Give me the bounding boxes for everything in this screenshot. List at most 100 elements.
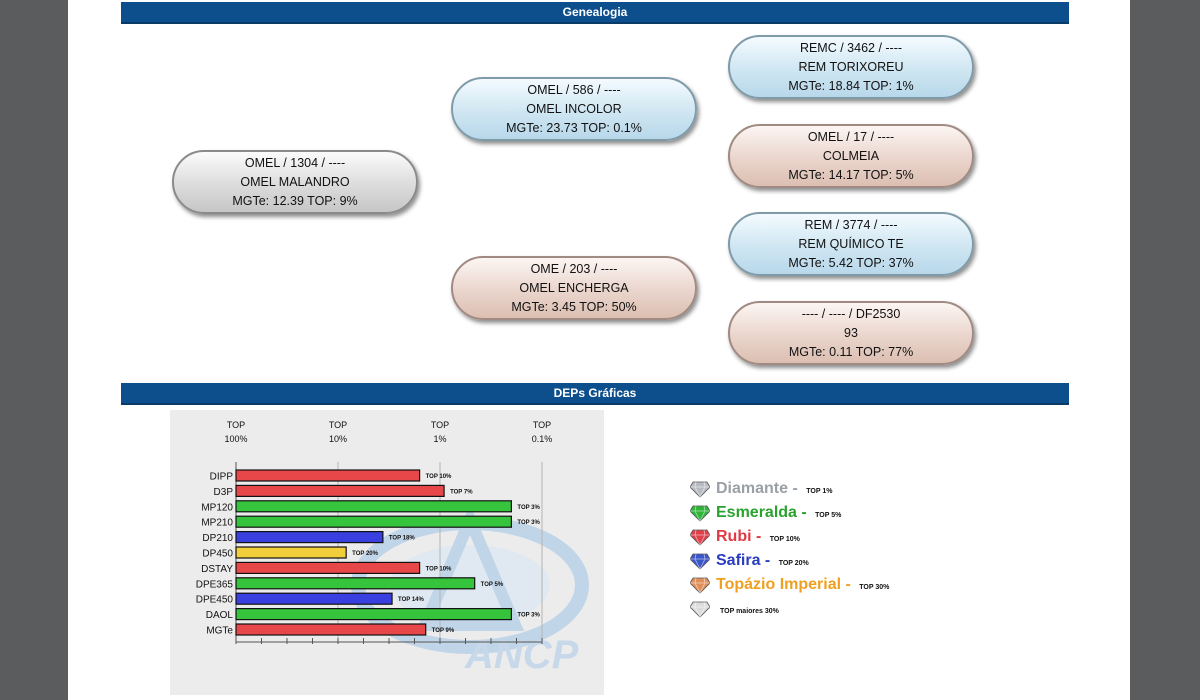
bar-category-label: D3P (214, 487, 234, 498)
pedigree-sire: OMEL / 1304 / ---- OMEL MALANDRO MGTe: 1… (172, 150, 418, 214)
bar-category-label: DP210 (202, 533, 233, 544)
bar-category-label: DSTAY (201, 564, 233, 575)
pedigree-score: MGTe: 3.45 TOP: 50% (511, 299, 637, 314)
bar-category-label: DPE365 (196, 579, 234, 590)
legend-item: Diamante - TOP 1% (690, 474, 889, 498)
pedigree-sd-sire: REM / 3774 / ---- REM QUÍMICO TE MGTe: 5… (728, 212, 974, 276)
section-header-genealogia: Genealogia (121, 2, 1069, 24)
pedigree-name: 93 (844, 325, 858, 340)
bar (235, 469, 421, 482)
legend-item: Esmeralda - TOP 5% (690, 498, 889, 522)
bar-data-label: TOP 10% (426, 566, 452, 572)
pedigree-sire-sire: OMEL / 586 / ---- OMEL INCOLOR MGTe: 23.… (451, 77, 697, 141)
pedigree-name: REM QUÍMICO TE (798, 236, 904, 251)
x-tick-label-top: TOP (227, 420, 245, 430)
legend-name: Diamante (716, 480, 789, 497)
pedigree-score: MGTe: 5.42 TOP: 37% (788, 255, 914, 270)
pedigree-sd-dam: ---- / ---- / DF2530 93 MGTe: 0.11 TOP: … (728, 301, 974, 365)
bar-category-label: MP120 (201, 502, 233, 513)
bar-category-label: DIPP (210, 472, 234, 483)
pedigree-registration: OME / 203 / ---- (530, 261, 618, 276)
bar-data-label: TOP 18% (389, 536, 415, 542)
bar-data-label: TOP 7% (450, 489, 473, 495)
dep-chart: ANCP TOP 100% TOP 10% TOP 1% TOP 0.1% DIPP TOP 1… (196, 420, 589, 677)
legend-item: Topázio Imperial - TOP 30% (690, 570, 889, 594)
x-tick-label-top: TOP (533, 420, 551, 430)
bar-category-label: MP210 (201, 518, 233, 529)
pedigree-name: COLMEIA (822, 148, 880, 163)
bar (235, 515, 512, 528)
bar-data-label: TOP 10% (426, 474, 452, 480)
gem-icon (690, 505, 710, 522)
section-header-deps: DEPs Gráficas (121, 383, 1069, 405)
pedigree-registration: OMEL / 17 / ---- (807, 129, 895, 144)
pedigree-score: MGTe: 14.17 TOP: 5% (788, 167, 914, 182)
pedigree-registration: REM / 3774 / ---- (804, 217, 898, 232)
legend-dash: - (841, 576, 856, 593)
legend-name: Rubi (716, 528, 752, 545)
x-tick-label-bottom: 0.1% (532, 434, 553, 444)
legend-top-label: TOP 10% (769, 536, 800, 543)
dep-chart-panel: ANCP TOP 100% TOP 10% TOP 1% TOP 0.1% DIPP TOP 1… (170, 410, 604, 695)
gem-icon (690, 553, 710, 570)
bar-data-label: TOP 3% (517, 505, 540, 511)
pedigree-ss-sire: REMC / 3462 / ---- REM TORIXOREU MGTe: 1… (728, 35, 974, 99)
bar (235, 608, 512, 621)
bar (235, 577, 476, 590)
pedigree-score: MGTe: 0.11 TOP: 77% (788, 344, 914, 359)
x-tick-label-bottom: 1% (433, 434, 446, 444)
pedigree-name: OMEL INCOLOR (526, 101, 622, 116)
bar (235, 484, 445, 498)
legend-item: TOP maiores 30% (690, 594, 889, 618)
bar-data-label: TOP 14% (398, 597, 424, 603)
bar (235, 623, 427, 636)
legend-item: Safira - TOP 20% (690, 546, 889, 570)
gem-icon (690, 481, 710, 498)
bar (235, 592, 393, 605)
legend-dash: - (760, 552, 775, 569)
right-margin (1130, 0, 1200, 700)
pedigree-ss-dam: OMEL / 17 / ---- COLMEIA MGTe: 14.17 TOP… (728, 124, 974, 188)
pedigree-registration: ---- / ---- / DF2530 (801, 306, 901, 321)
pedigree-registration: REMC / 3462 / ---- (799, 40, 903, 55)
bar (235, 530, 384, 544)
gem-icon (690, 601, 710, 618)
bar-data-label: TOP 5% (481, 582, 504, 588)
x-tick-label-top: TOP (329, 420, 347, 430)
legend-top-label: TOP 5% (815, 512, 842, 519)
legend-dash: - (796, 504, 812, 521)
x-tick-label-bottom: 100% (224, 434, 247, 444)
gem-icon (690, 529, 710, 546)
bar-category-label: MGTe (206, 626, 233, 637)
pedigree-sire-dam: OME / 203 / ---- OMEL ENCHERGA MGTe: 3.4… (451, 256, 697, 320)
bar-category-label: DPE450 (196, 595, 234, 606)
bar-data-label: TOP 3% (517, 613, 540, 619)
pedigree-name: REM TORIXOREU (798, 59, 904, 74)
legend-top-label: TOP 30% (859, 584, 890, 591)
legend-item: Rubi - TOP 10% (690, 522, 889, 546)
pedigree-score: MGTe: 12.39 TOP: 9% (232, 193, 358, 208)
bar-category-label: DP450 (202, 549, 233, 560)
legend-top-label: TOP 20% (778, 560, 809, 567)
bar (235, 561, 421, 574)
legend-dash: - (788, 480, 803, 497)
bar-data-label: TOP 20% (352, 551, 378, 557)
legend-name: Safira (716, 552, 761, 569)
bar-data-label: TOP 9% (432, 628, 455, 634)
x-tick-label-top: TOP (431, 420, 449, 430)
bar-data-label: TOP 3% (517, 520, 540, 526)
medal-legend: Diamante - TOP 1% Esmeralda - TOP 5% Rubi … (690, 474, 889, 618)
legend-top-label: TOP maiores 30% (720, 608, 779, 615)
x-tick-label-bottom: 10% (329, 434, 347, 444)
bar (235, 500, 512, 513)
pedigree-name: OMEL MALANDRO (240, 174, 350, 189)
document-page: Genealogia OMEL / 1304 / ---- OMEL MALAN… (68, 0, 1130, 700)
pedigree-name: OMEL ENCHERGA (519, 280, 629, 295)
bar (235, 546, 347, 559)
bar-category-label: DAOL (206, 610, 234, 621)
pedigree-registration: OMEL / 586 / ---- (527, 82, 621, 97)
pedigree-score: MGTe: 23.73 TOP: 0.1% (506, 120, 642, 135)
left-margin (0, 0, 68, 700)
legend-dash: - (751, 528, 766, 545)
legend-name: Esmeralda (716, 504, 797, 521)
